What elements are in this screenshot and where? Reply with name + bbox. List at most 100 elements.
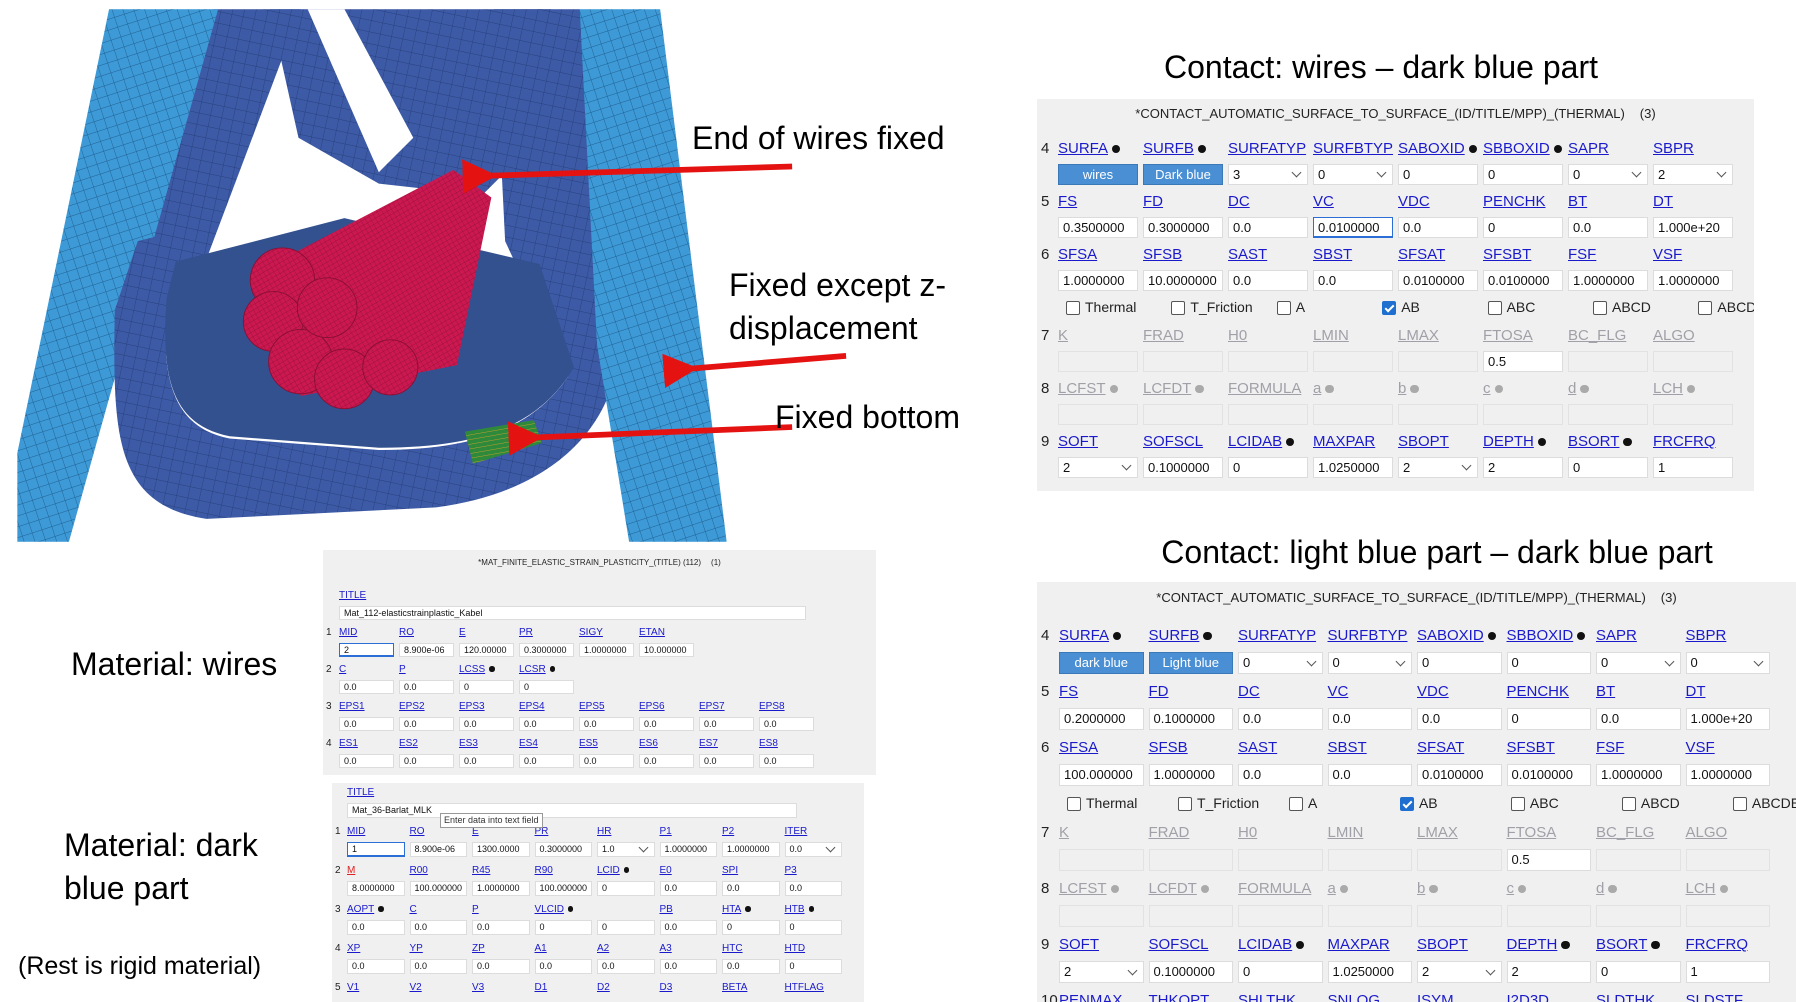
input-field[interactable]: 8.0000000 — [347, 880, 405, 896]
field-label[interactable]: A1 — [534, 942, 547, 954]
input-field[interactable]: 0.5 — [1506, 849, 1591, 871]
input-field[interactable]: 0 — [597, 880, 655, 896]
part-button[interactable]: wires — [1058, 163, 1138, 185]
input-field[interactable]: 0.0100000 — [1506, 764, 1591, 786]
field-label[interactable]: FRCFRQ — [1685, 936, 1749, 954]
input-field[interactable]: 0.0 — [459, 754, 514, 768]
field-label[interactable]: K — [1059, 824, 1070, 842]
input-field[interactable]: 0 — [1228, 456, 1308, 478]
input-field[interactable]: 0.0 — [579, 717, 634, 731]
field-label[interactable]: RO — [399, 626, 414, 638]
input-field[interactable]: 0.0 — [759, 717, 814, 731]
input-field[interactable]: 0.0 — [534, 958, 592, 974]
input-field[interactable]: Mat_36-Barlat_MLK — [347, 802, 797, 818]
input-field[interactable]: 0.0100000 — [1483, 269, 1563, 291]
input-field[interactable]: 0.0 — [639, 717, 694, 731]
input-field[interactable]: 0 — [1596, 961, 1681, 983]
field-label[interactable]: SBBOXID — [1483, 139, 1562, 159]
input-field[interactable]: 0.0 — [339, 680, 394, 694]
field-label[interactable]: C — [409, 903, 417, 915]
input-field[interactable]: 0.0 — [1238, 764, 1323, 786]
part-button[interactable]: Light blue — [1148, 652, 1233, 674]
field-label[interactable]: VDC — [1417, 683, 1449, 701]
input-field[interactable]: 0.0 — [347, 919, 405, 935]
field-label[interactable]: d — [1568, 379, 1589, 399]
input-field[interactable]: 0 — [784, 958, 842, 974]
field-label[interactable]: DEPTH — [1483, 432, 1547, 452]
field-label[interactable]: M — [347, 864, 356, 876]
field-label[interactable]: LCSR — [519, 663, 556, 676]
input-field[interactable]: 0.0 — [339, 754, 394, 768]
field-label[interactable]: ZP — [472, 942, 485, 954]
input-field[interactable]: 1.0000000 — [722, 841, 780, 857]
input-field[interactable]: 1.0000000 — [579, 643, 634, 657]
input-field[interactable]: 0.0 — [722, 880, 780, 896]
field-label[interactable]: VSF — [1685, 739, 1715, 757]
field-label[interactable]: FS — [1059, 683, 1079, 701]
checkbox[interactable] — [1593, 301, 1607, 315]
input-field[interactable] — [1568, 350, 1648, 372]
input-field[interactable] — [1685, 849, 1770, 871]
field-label[interactable]: SURFA — [1058, 139, 1121, 159]
field-label[interactable]: SNLOG — [1327, 992, 1381, 1002]
checkbox-label[interactable]: ABCD — [1640, 795, 1680, 812]
field-label[interactable]: SFSA — [1058, 246, 1098, 264]
input-field[interactable]: 0.0 — [1327, 708, 1412, 730]
input-field[interactable]: 1 — [1653, 456, 1733, 478]
field-label[interactable]: R90 — [534, 864, 553, 876]
input-field[interactable]: 0.0 — [399, 754, 454, 768]
input-field[interactable]: 1.000e+20 — [1653, 216, 1733, 238]
input-field[interactable]: 3 — [1228, 163, 1308, 185]
field-label[interactable]: HTB — [785, 903, 814, 916]
field-label[interactable]: ALGO — [1685, 824, 1728, 842]
checkbox[interactable] — [1171, 301, 1186, 315]
field-label[interactable]: I2D3D — [1506, 992, 1550, 1002]
checkbox-label[interactable]: ABC — [1506, 299, 1536, 316]
field-label[interactable]: a — [1313, 379, 1334, 399]
field-label[interactable]: FRAD — [1148, 824, 1190, 842]
field-label[interactable]: HTA — [722, 903, 751, 916]
field-label[interactable]: PENCHK — [1483, 193, 1546, 211]
input-field[interactable]: 2 — [1059, 961, 1144, 983]
input-field[interactable]: 0.0 — [659, 919, 717, 935]
field-label[interactable]: SURFBTYP — [1327, 627, 1408, 645]
field-label[interactable]: SAPR — [1596, 627, 1637, 645]
field-label[interactable]: FRCFRQ — [1653, 433, 1716, 451]
field-label[interactable]: ES4 — [519, 737, 538, 749]
field-label[interactable]: BC_FLG — [1568, 327, 1627, 345]
input-field[interactable] — [1596, 849, 1681, 871]
input-field[interactable]: 1.0000000 — [1148, 764, 1233, 786]
input-field[interactable]: 2 — [1653, 163, 1733, 185]
input-field[interactable]: 120.00000 — [459, 643, 514, 657]
field-label[interactable]: DT — [1685, 683, 1706, 701]
field-label[interactable]: LCIDAB — [1238, 935, 1305, 955]
field-label[interactable]: SLDSTF — [1685, 992, 1744, 1002]
field-label[interactable]: TITLE — [347, 786, 375, 798]
field-label[interactable]: D3 — [659, 981, 673, 993]
input-field[interactable]: 0 — [1685, 652, 1770, 674]
field-label[interactable]: SAST — [1228, 246, 1268, 264]
field-label[interactable]: ISYM — [1417, 992, 1454, 1002]
field-label[interactable]: SFSB — [1143, 246, 1183, 264]
input-field[interactable] — [1417, 905, 1502, 927]
field-label[interactable]: EPS8 — [759, 700, 785, 712]
input-field[interactable]: 0.0 — [639, 754, 694, 768]
field-label[interactable]: SFSA — [1059, 739, 1099, 757]
field-label[interactable]: FORMULA — [1238, 880, 1312, 898]
input-field[interactable]: 0 — [1313, 163, 1393, 185]
field-label[interactable]: SFSBT — [1506, 739, 1555, 757]
input-field[interactable]: 0 — [597, 919, 655, 935]
field-label[interactable]: FSF — [1596, 739, 1625, 757]
field-label[interactable]: A3 — [659, 942, 672, 954]
input-field[interactable]: 0.0 — [519, 717, 574, 731]
field-label[interactable]: PR — [519, 626, 533, 638]
field-label[interactable]: HTFLAG — [784, 981, 824, 993]
input-field[interactable]: 0 — [784, 919, 842, 935]
field-label[interactable]: SOFT — [1058, 433, 1098, 451]
field-label[interactable]: E — [472, 825, 479, 837]
input-field[interactable] — [1417, 849, 1502, 871]
input-field[interactable]: 0.0 — [472, 919, 530, 935]
field-label[interactable]: c — [1483, 379, 1503, 399]
input-field[interactable]: 0 — [1238, 961, 1323, 983]
field-label[interactable]: FRAD — [1143, 327, 1184, 345]
